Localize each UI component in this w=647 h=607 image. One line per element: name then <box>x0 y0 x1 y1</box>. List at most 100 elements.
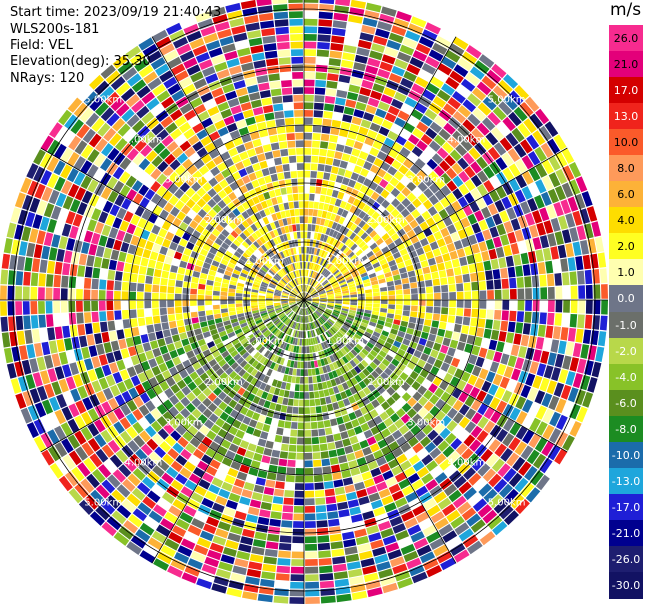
range-gate-cell <box>243 266 251 272</box>
range-gate-cell <box>328 371 334 380</box>
range-gate-cell <box>300 262 303 269</box>
range-gate-cell <box>223 376 233 385</box>
range-gate-cell <box>327 73 339 82</box>
range-gate-cell <box>176 273 184 281</box>
range-gate-cell <box>186 392 196 402</box>
range-gate-cell <box>264 350 271 358</box>
range-gate-cell <box>123 520 139 534</box>
range-gate-cell <box>414 76 429 88</box>
range-gate-cell <box>326 236 332 244</box>
range-gate-cell <box>198 283 206 290</box>
range-gate-cell <box>244 263 252 270</box>
range-gate-cell <box>254 230 262 238</box>
range-gate-cell <box>439 380 449 391</box>
range-gate-cell <box>423 188 434 199</box>
range-gate-cell <box>350 0 366 9</box>
range-gate-cell <box>284 421 292 429</box>
range-gate-cell <box>285 335 290 343</box>
range-gate-cell <box>397 110 410 121</box>
range-gate-cell <box>157 428 169 440</box>
range-gate-cell <box>319 436 327 444</box>
range-gate-cell <box>513 382 524 395</box>
range-gate-cell <box>257 193 266 202</box>
range-gate-cell <box>109 133 122 147</box>
range-gate-cell <box>207 402 218 413</box>
range-gate-cell <box>481 206 492 219</box>
range-gate-cell <box>40 370 51 385</box>
colorbar-tick-label: -21.0 <box>611 526 641 540</box>
range-gate-cell <box>317 163 325 172</box>
range-gate-cell <box>400 460 412 471</box>
range-gate-cell <box>354 333 362 340</box>
colorbar-tick-label: 1.0 <box>617 266 635 280</box>
range-gate-cell <box>241 134 252 143</box>
range-gate-cell <box>451 357 461 368</box>
range-gate-cell <box>312 300 320 303</box>
range-gate-cell <box>205 285 213 291</box>
range-gate-cell <box>198 479 211 490</box>
range-gate-cell <box>198 165 210 176</box>
range-gate-cell <box>485 270 493 281</box>
range-gate-cell <box>18 241 28 256</box>
range-gate-cell <box>228 300 235 304</box>
range-gate-cell <box>258 373 266 382</box>
range-gate-cell <box>81 442 95 457</box>
range-gate-cell <box>322 314 329 319</box>
range-gate-cell <box>182 294 190 300</box>
range-gate-cell <box>395 304 403 310</box>
range-gate-cell <box>528 433 541 449</box>
range-gate-cell <box>338 509 350 518</box>
range-gate-cell <box>530 263 539 276</box>
range-gate-cell <box>347 131 358 140</box>
range-gate-cell <box>272 0 288 5</box>
range-gate-cell <box>305 551 318 559</box>
range-gate-cell <box>402 310 410 317</box>
range-gate-cell <box>335 368 342 377</box>
range-gate-cell <box>288 452 296 460</box>
range-gate-cell <box>304 297 312 300</box>
range-gate-cell <box>285 125 295 133</box>
range-gate-cell <box>101 521 117 537</box>
range-gate-cell <box>239 151 249 161</box>
range-gate-cell <box>423 412 434 424</box>
range-gate-cell <box>366 436 377 446</box>
range-gate-cell <box>394 418 405 429</box>
range-gate-cell <box>403 239 413 248</box>
range-gate-cell <box>360 322 368 328</box>
range-gate-cell <box>423 389 434 400</box>
range-gate-cell <box>198 310 206 317</box>
range-gate-cell <box>337 317 345 323</box>
range-gate-cell <box>345 138 355 148</box>
range-gate-cell <box>280 315 287 321</box>
range-gate-cell <box>219 36 234 47</box>
range-gate-cell <box>432 278 440 286</box>
range-gate-cell <box>227 532 241 543</box>
range-gate-cell <box>525 373 536 387</box>
range-gate-cell <box>213 183 223 193</box>
range-gate-cell <box>362 278 370 284</box>
range-gate-cell <box>477 318 486 328</box>
range-gate-cell <box>470 425 483 438</box>
range-gate-cell <box>22 194 33 211</box>
range-gate-cell <box>147 537 163 551</box>
range-gate-cell <box>306 269 309 277</box>
range-gate-cell <box>73 240 83 253</box>
range-gate-cell <box>476 81 492 96</box>
range-gate-cell <box>547 233 557 247</box>
range-gate-cell <box>341 285 348 290</box>
range-gate-cell <box>515 499 530 515</box>
range-gate-cell <box>182 232 191 241</box>
range-gate-cell <box>379 312 387 317</box>
range-gate-cell <box>174 200 185 211</box>
range-gate-cell <box>487 203 498 216</box>
range-gate-cell <box>259 236 266 244</box>
range-gate-cell <box>51 234 61 248</box>
range-gate-cell <box>194 328 202 336</box>
range-gate-cell <box>205 223 215 233</box>
range-gate-cell <box>120 348 130 359</box>
range-gate-cell <box>292 368 297 376</box>
range-gate-cell <box>365 296 373 300</box>
range-gate-cell <box>302 331 304 338</box>
range-gate-cell <box>258 414 267 423</box>
range-gate-cell <box>401 277 409 284</box>
